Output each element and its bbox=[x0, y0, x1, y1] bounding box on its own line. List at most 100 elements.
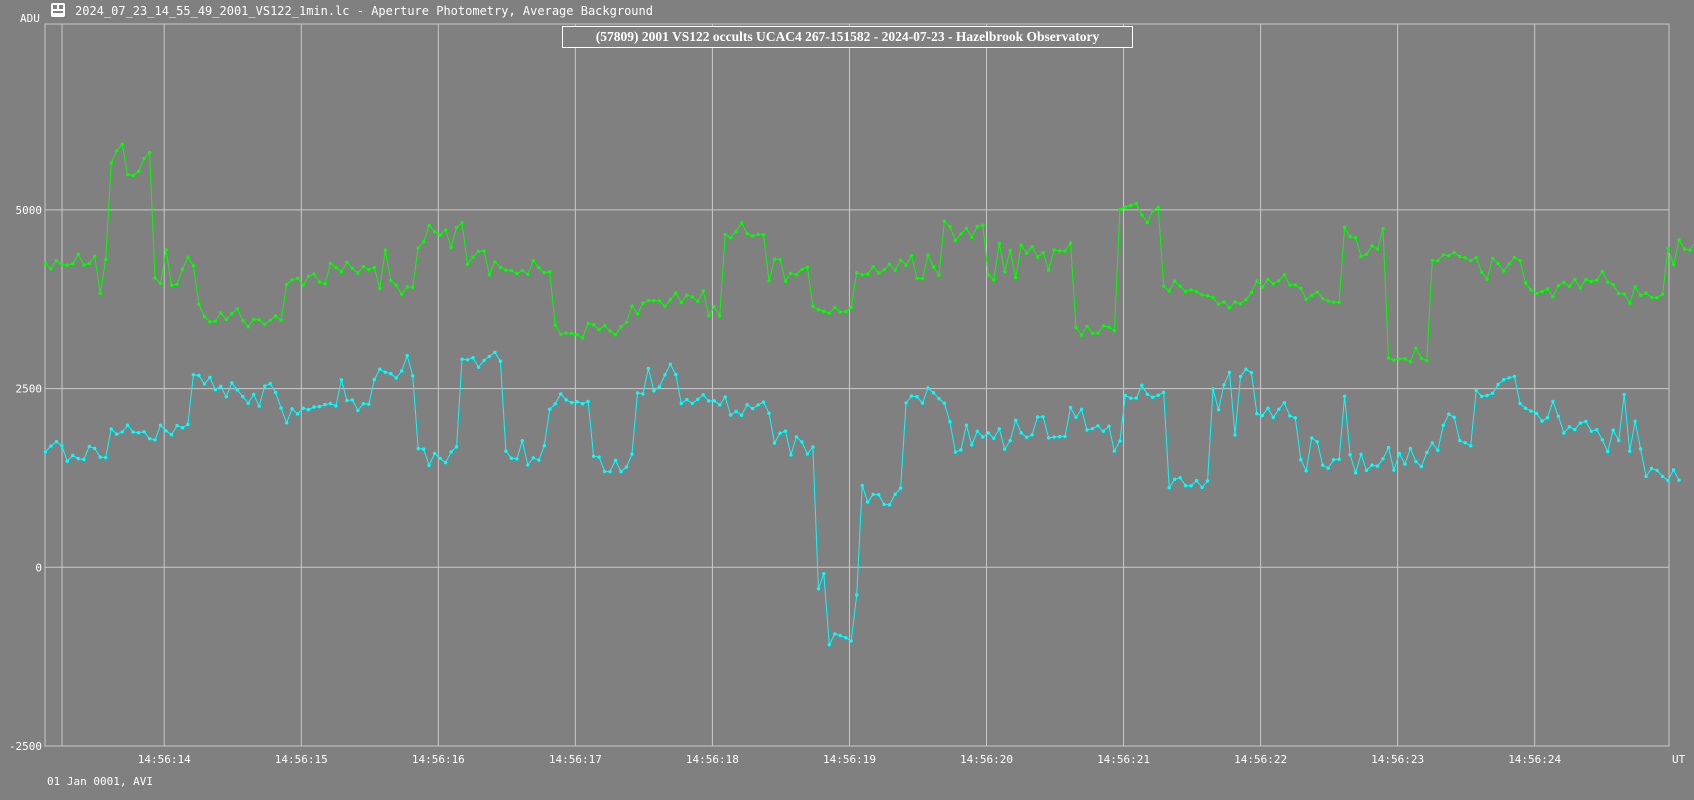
series-0-point bbox=[367, 267, 371, 272]
series-1-point bbox=[432, 451, 437, 456]
series-0-point bbox=[1447, 253, 1451, 258]
series-0-point bbox=[104, 258, 108, 262]
series-1-point bbox=[498, 359, 503, 363]
series-1-point bbox=[1485, 393, 1489, 398]
series-1-point bbox=[745, 403, 749, 407]
series-1-point bbox=[1469, 444, 1473, 448]
series-0-point bbox=[1622, 292, 1626, 296]
series-0-point bbox=[82, 263, 86, 267]
series-0-point bbox=[1573, 277, 1577, 281]
series-0-point bbox=[811, 304, 815, 309]
series-0-point bbox=[1052, 248, 1056, 252]
series-0-point bbox=[1299, 286, 1303, 290]
series-0-point bbox=[460, 221, 464, 225]
series-1-point bbox=[87, 444, 92, 449]
series-0-point bbox=[372, 265, 376, 270]
series-0-point bbox=[224, 317, 228, 322]
series-1-point bbox=[1145, 392, 1150, 396]
series-1-point bbox=[312, 405, 316, 409]
series-1-point bbox=[822, 572, 826, 576]
series-1-point bbox=[750, 406, 755, 411]
series-0-point bbox=[356, 271, 360, 275]
series-1-point bbox=[1364, 468, 1369, 472]
series-0-point bbox=[816, 308, 821, 312]
series-0-point bbox=[482, 249, 486, 253]
series-1-point bbox=[1397, 451, 1402, 456]
series-0-point bbox=[164, 248, 168, 252]
series-0-point bbox=[197, 302, 201, 306]
series-0-point bbox=[635, 312, 640, 316]
series-0-point bbox=[476, 249, 481, 253]
series-1-point bbox=[624, 465, 629, 469]
series-0-point bbox=[136, 169, 141, 174]
series-0-point bbox=[454, 225, 459, 230]
series-1-point bbox=[537, 458, 541, 462]
series-0-point bbox=[125, 172, 130, 177]
series-1-point bbox=[1540, 419, 1544, 423]
series-1-point bbox=[1310, 436, 1314, 440]
series-1-point bbox=[970, 443, 974, 447]
series-1-point bbox=[454, 445, 459, 449]
series-0-point bbox=[597, 327, 601, 332]
series-0-point bbox=[701, 289, 705, 293]
series-1-point bbox=[1331, 458, 1336, 462]
series-0-point bbox=[378, 286, 382, 291]
series-0-point bbox=[624, 320, 629, 324]
series-1-point bbox=[279, 406, 283, 410]
series-0-point bbox=[707, 314, 711, 318]
series-0-point bbox=[1512, 255, 1517, 260]
series-0-point bbox=[1595, 278, 1599, 282]
series-1-point bbox=[109, 427, 113, 431]
series-0-point bbox=[263, 322, 267, 327]
series-1-point bbox=[767, 411, 771, 415]
series-0-point bbox=[1386, 356, 1391, 360]
series-0-point bbox=[920, 276, 925, 281]
series-1-point bbox=[942, 401, 947, 405]
series-0-point bbox=[838, 310, 842, 314]
series-1-point bbox=[1194, 478, 1199, 483]
series-0-point bbox=[1397, 357, 1402, 361]
series-1-point bbox=[1025, 435, 1029, 439]
x-tick-label: 14:56:21 bbox=[1097, 753, 1150, 766]
series-1-point bbox=[268, 381, 272, 386]
series-1-point bbox=[60, 444, 64, 448]
series-1-point bbox=[909, 394, 914, 398]
series-0-point bbox=[405, 285, 409, 289]
series-0-point bbox=[1167, 289, 1171, 293]
series-0-point bbox=[235, 307, 239, 311]
series-0-point bbox=[1474, 255, 1478, 260]
series-1-point bbox=[794, 435, 799, 439]
series-1-point bbox=[1173, 477, 1177, 481]
series-0-point bbox=[537, 266, 541, 270]
chart-title: (57809) 2001 VS122 occults UCAC4 267-151… bbox=[562, 26, 1133, 48]
series-0-point bbox=[833, 305, 837, 310]
series-0-point bbox=[1074, 325, 1078, 330]
series-0-point bbox=[898, 258, 903, 262]
series-0-point bbox=[580, 336, 585, 340]
series-1-point bbox=[378, 367, 382, 371]
series-0-point bbox=[115, 149, 119, 153]
series-1-point bbox=[361, 402, 366, 406]
series-0-point bbox=[1392, 358, 1396, 362]
series-0-point bbox=[1085, 324, 1089, 328]
series-0-point bbox=[416, 246, 420, 250]
series-1-point bbox=[652, 389, 656, 393]
series-1-point bbox=[1052, 435, 1056, 439]
series-1-point bbox=[427, 463, 431, 467]
series-1-point bbox=[1205, 479, 1210, 483]
series-1-point bbox=[1529, 409, 1533, 413]
series-1-point bbox=[1255, 412, 1259, 416]
series-1-point bbox=[1644, 474, 1648, 479]
series-1-point bbox=[65, 459, 70, 463]
series-0-point bbox=[350, 266, 355, 270]
series-1-point bbox=[1381, 457, 1385, 461]
series-0-point bbox=[668, 297, 672, 302]
series-0-point bbox=[1282, 272, 1287, 277]
series-0-point bbox=[498, 265, 503, 270]
series-0-point bbox=[306, 274, 311, 278]
series-1-point bbox=[246, 401, 250, 405]
series-0-point bbox=[131, 173, 135, 178]
series-0-point bbox=[1014, 275, 1018, 280]
series-1-point bbox=[761, 400, 766, 404]
